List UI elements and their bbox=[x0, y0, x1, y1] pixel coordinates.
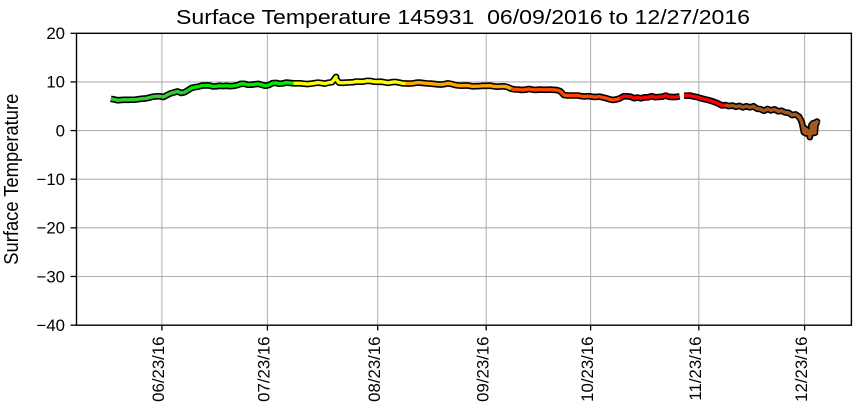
svg-text:06/23/16: 06/23/16 bbox=[149, 337, 168, 402]
svg-text:11/23/16: 11/23/16 bbox=[686, 337, 705, 401]
svg-text:10: 10 bbox=[46, 73, 65, 92]
svg-text:0: 0 bbox=[56, 121, 65, 140]
svg-text:10/23/16: 10/23/16 bbox=[578, 337, 597, 402]
svg-text:08/23/16: 08/23/16 bbox=[365, 337, 384, 402]
svg-text:−30: −30 bbox=[37, 267, 65, 286]
svg-text:−40: −40 bbox=[37, 316, 65, 335]
svg-text:Surface Temperature: Surface Temperature bbox=[1, 94, 23, 265]
svg-text:12/23/16: 12/23/16 bbox=[792, 337, 811, 402]
svg-text:−10: −10 bbox=[37, 170, 65, 189]
svg-text:Surface Temperature 145931 06: Surface Temperature 145931 06/09/2016 to… bbox=[176, 7, 750, 29]
svg-text:09/23/16: 09/23/16 bbox=[473, 337, 492, 402]
svg-text:07/23/16: 07/23/16 bbox=[255, 337, 274, 402]
svg-text:−20: −20 bbox=[37, 219, 65, 238]
svg-text:20: 20 bbox=[46, 24, 65, 43]
